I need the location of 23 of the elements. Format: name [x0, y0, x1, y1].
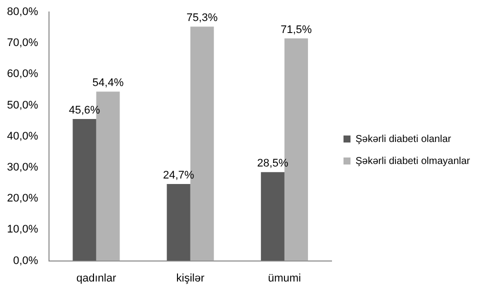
y-tick-label: 50,0% [6, 99, 38, 112]
legend-label: Şəkərli diabeti olmayanlar [356, 156, 471, 167]
data-label: 54,4% [92, 77, 124, 90]
data-label: 71,5% [280, 24, 312, 36]
data-label: 75,3% [186, 12, 218, 24]
x-tick-label: ümumi [268, 272, 301, 284]
data-label: 45,6% [68, 104, 100, 117]
data-label: 28,5% [257, 158, 288, 170]
data-label: 24,7% [162, 170, 194, 182]
y-tick-label: 20,0% [6, 192, 38, 205]
y-tick-label: 30,0% [6, 162, 38, 174]
legend-label: Şəkərli diabeti olanlar [356, 134, 452, 145]
y-tick-label: 40,0% [6, 130, 38, 142]
y-tick-label: 10,0% [6, 224, 38, 236]
x-tick-label: qadınlar [76, 272, 116, 284]
y-tick-label: 60,0% [6, 68, 38, 80]
bar [72, 118, 96, 261]
x-tick-label: kişilər [176, 272, 205, 284]
y-tick-label: 70,0% [6, 37, 38, 50]
bar [166, 184, 190, 261]
y-tick-label: 0,0% [13, 254, 38, 267]
bar [260, 172, 284, 261]
y-tick-label: 80,0% [6, 6, 38, 18]
